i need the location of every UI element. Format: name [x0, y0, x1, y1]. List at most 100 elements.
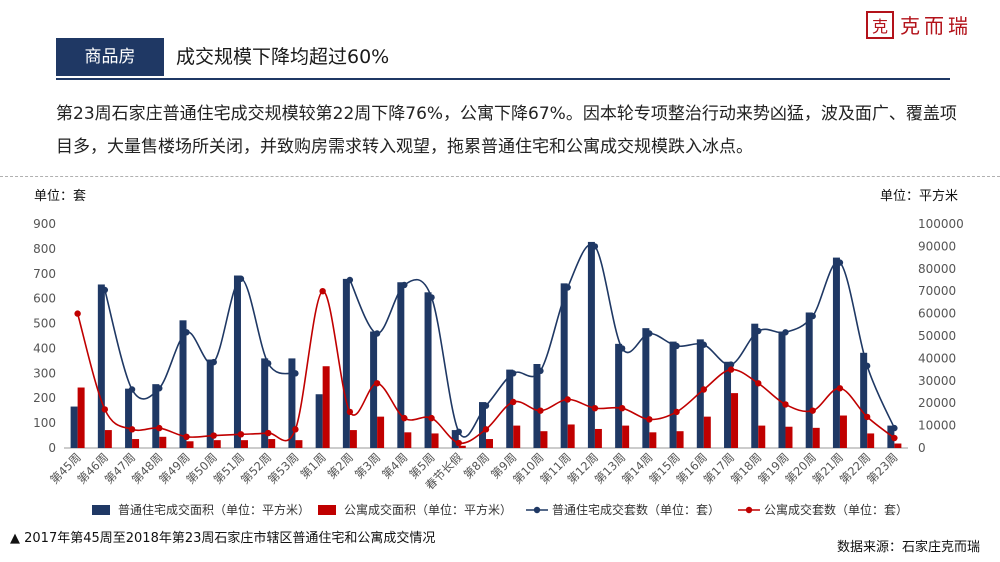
chart-caption: ▲ 2017年第45周至2018年第23周石家庄市辖区普通住宅和公寓成交情况 — [10, 531, 436, 546]
bar-residential-area — [860, 352, 868, 448]
brand-seal: 克 — [866, 10, 894, 39]
y-right-tick-label: 40000 — [918, 351, 956, 365]
y-right-tick-label: 10000 — [918, 419, 956, 433]
bar-apartment-area — [567, 424, 575, 448]
bar-residential-area — [397, 282, 405, 448]
bar-apartment-area — [77, 387, 85, 448]
point-residential-units — [863, 362, 871, 370]
y-left-tick-label: 900 — [33, 217, 56, 231]
point-apartment-units — [346, 408, 354, 416]
bar-apartment-area — [894, 443, 902, 448]
point-apartment-units — [292, 426, 299, 433]
point-apartment-units — [101, 406, 109, 413]
point-apartment-units — [809, 407, 816, 414]
point-residential-units — [809, 312, 816, 320]
bar-residential-area — [560, 283, 568, 448]
point-residential-units — [237, 275, 245, 282]
y-left-tick-label: 600 — [33, 292, 56, 306]
bar-residential-area — [206, 359, 214, 448]
bar-residential-area — [724, 361, 732, 448]
point-apartment-units — [156, 424, 163, 432]
bar-apartment-area — [159, 436, 167, 448]
bar-apartment-area — [431, 433, 439, 448]
bar-apartment-area — [594, 428, 602, 448]
legend-label: 普通住宅成交面积（单位：平方米） — [118, 502, 310, 517]
y-right-tick-label: 30000 — [918, 374, 956, 388]
bar-residential-area — [288, 358, 296, 448]
bar-apartment-area — [486, 439, 493, 448]
bar-residential-area — [533, 364, 541, 448]
y-right-tick-label: 80000 — [918, 262, 956, 276]
point-apartment-units — [700, 386, 708, 393]
bar-apartment-area — [377, 416, 385, 448]
y-right-tick-label: 0 — [918, 441, 926, 455]
bar-apartment-area — [213, 440, 221, 448]
bar-residential-area — [805, 312, 813, 448]
bar-apartment-area — [295, 440, 303, 448]
point-residential-units — [591, 243, 599, 250]
legend-swatch-dot — [533, 506, 541, 514]
point-apartment-units — [128, 426, 136, 433]
point-residential-units — [264, 360, 272, 367]
point-apartment-units — [891, 434, 898, 442]
point-apartment-units — [755, 380, 762, 387]
bar-apartment-area — [839, 415, 847, 448]
bar-residential-area — [342, 278, 350, 448]
y-right-tick-label: 100000 — [918, 217, 964, 231]
y-left-tick-label: 300 — [33, 366, 56, 380]
x-tick-label: 第53周 — [265, 450, 302, 487]
y-right-tick-label: 60000 — [918, 307, 956, 321]
bar-apartment-area — [867, 433, 875, 448]
point-apartment-units — [564, 396, 571, 403]
y-left-unit-label: 单位：套 — [34, 188, 86, 204]
bar-apartment-area — [731, 393, 739, 448]
bar-residential-area — [887, 425, 895, 448]
x-tick-label: 第23周 — [864, 450, 901, 487]
bar-apartment-area — [349, 430, 357, 448]
point-residential-units — [373, 330, 381, 337]
bar-apartment-area — [649, 432, 657, 448]
point-apartment-units — [618, 404, 626, 412]
bar-apartment-area — [104, 430, 112, 448]
point-apartment-units — [237, 431, 245, 438]
point-apartment-units — [482, 426, 490, 433]
bar-apartment-area — [513, 425, 521, 448]
y-left-tick-label: 800 — [33, 242, 56, 256]
combo-chart: 单位：套 单位：平方米 0 100 200 300 400 500 600 700 800 900 0 1… — [33, 188, 964, 517]
bar-apartment-area — [322, 366, 330, 448]
bar-residential-area — [479, 402, 486, 448]
bar-residential-area — [125, 388, 133, 448]
x-tick-label: 第8周 — [461, 450, 492, 481]
bar-apartment-area — [404, 432, 412, 448]
dashed-divider — [0, 176, 1000, 177]
bar-residential-area — [696, 339, 704, 448]
point-residential-units — [891, 424, 898, 432]
bar-residential-area — [233, 275, 241, 448]
point-apartment-units — [863, 413, 871, 421]
bar-residential-area — [778, 331, 786, 448]
point-residential-units — [836, 259, 844, 266]
point-apartment-units — [537, 407, 544, 414]
point-apartment-units — [183, 433, 190, 440]
bar-apartment-area — [540, 431, 548, 448]
summary-text: 第23周石家庄普通住宅成交规模较第22周下降76%，公寓下降67%。因本轮专项整… — [56, 104, 957, 157]
point-apartment-units — [591, 404, 599, 412]
legend-swatch-bar — [318, 505, 336, 515]
x-tick-label: 第3周 — [352, 450, 383, 481]
point-residential-units — [210, 358, 217, 366]
bar-residential-area — [152, 384, 160, 448]
y-right-tick-label: 50000 — [918, 329, 956, 343]
bar-apartment-area — [458, 445, 466, 448]
bar-apartment-area — [758, 425, 766, 448]
point-residential-units — [510, 370, 517, 377]
bar-residential-area — [179, 320, 187, 448]
legend-swatch-dot — [745, 506, 753, 514]
point-residential-units — [455, 428, 462, 436]
bar-apartment-area — [785, 426, 793, 448]
point-apartment-units — [401, 414, 408, 422]
point-residential-units — [401, 281, 408, 289]
bar-residential-area — [97, 284, 105, 448]
point-residential-units — [755, 327, 762, 335]
bar-residential-area — [424, 292, 432, 448]
point-apartment-units — [210, 432, 217, 439]
